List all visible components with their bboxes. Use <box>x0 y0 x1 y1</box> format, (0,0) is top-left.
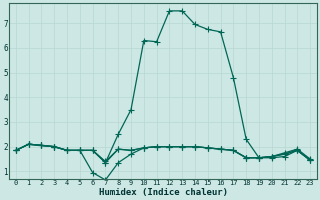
X-axis label: Humidex (Indice chaleur): Humidex (Indice chaleur) <box>99 188 228 197</box>
